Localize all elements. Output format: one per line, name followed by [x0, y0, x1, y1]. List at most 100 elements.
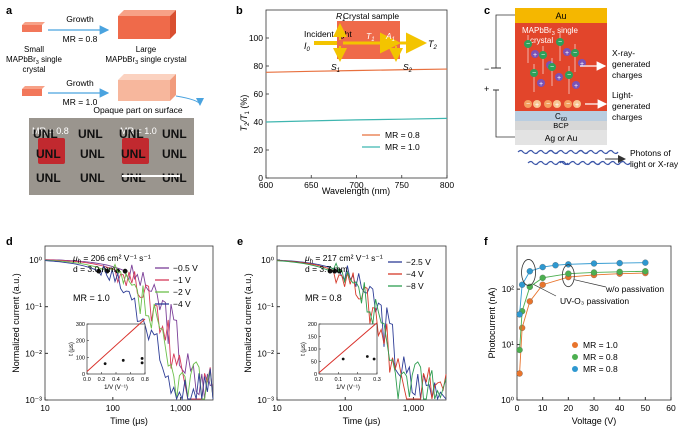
inset-x-tick-label: 0.1	[335, 377, 343, 383]
f-x-tick-label: 20	[564, 403, 574, 413]
inset-x-tick-label: 0.6	[127, 377, 135, 383]
ag-au-layer	[515, 130, 607, 145]
inset-y-tick-label: 200	[308, 322, 317, 328]
photocurrent-chart: 0 10 20 30 40 50 60 10⁰ 10¹ 10² Voltage (V) Photocu…	[487, 245, 676, 426]
hole-sign: +	[565, 50, 569, 57]
b-y-tick-label: 40	[254, 117, 264, 127]
crystal-label-1: MAPbBr3 single	[522, 26, 579, 37]
inset-r1: R1	[336, 11, 345, 23]
transit-point	[122, 268, 128, 274]
hole	[578, 59, 586, 67]
light-electron	[564, 100, 572, 108]
f-y-tick-label: 10²	[502, 284, 514, 294]
f-annot-leader	[574, 279, 607, 288]
panel-label-d: d	[6, 236, 13, 248]
f-data-point	[565, 270, 572, 277]
f-data-point	[516, 311, 523, 318]
light-label-2: generated	[612, 101, 651, 111]
f-legend-marker	[572, 366, 578, 372]
tof-y-tick-label: 10⁻³	[25, 395, 42, 405]
f-legend-label: MR = 0.8	[583, 352, 618, 362]
tof-legend-label: −8 V	[406, 281, 424, 291]
inset-y-tick-label: 200	[76, 339, 85, 345]
inset-xlabel: 1/V (V⁻¹)	[336, 385, 360, 391]
f-legend-label: MR = 1.0	[583, 340, 618, 350]
f-y-tick-label: 10⁰	[501, 395, 514, 405]
f-x-tick-label: 0	[515, 403, 520, 413]
crystal-layer	[515, 23, 607, 111]
tof-chart-d: 10 100 1,000 10⁰ 10⁻¹ 10⁻² 10⁻³ Time (μs) Normal…	[11, 245, 214, 426]
tof-mobility: μh = 206 cm² V⁻¹ s⁻¹	[72, 253, 151, 265]
circuit-top	[495, 14, 515, 68]
tof-y-tick-label: 10⁻²	[257, 348, 274, 358]
small-crystal	[22, 25, 42, 32]
tof-ylabel: Normalized current (a.u.)	[243, 273, 253, 373]
inset-x-tick-label: 0.4	[112, 377, 120, 383]
photon-waves	[517, 149, 631, 166]
unl-text: UNL	[80, 147, 105, 161]
tof-frame	[44, 245, 214, 401]
tof-series-line	[44, 259, 214, 400]
light-electron	[544, 100, 552, 108]
f-legend-marker	[572, 354, 578, 360]
f-x-tick-label: 10	[538, 403, 548, 413]
large-crystal-top-face	[118, 10, 176, 16]
tof-x-tick-label: 100	[338, 403, 352, 413]
unl-text: UNL	[36, 147, 61, 161]
light-electron-sign: −	[566, 101, 570, 108]
c60-label: C60	[555, 112, 567, 123]
panel-label-a: a	[6, 5, 13, 17]
f-annot-uv: UV-O₃ passivation	[560, 296, 629, 306]
inset-t1: T1	[366, 31, 375, 43]
electron	[524, 40, 532, 48]
inset-s1: S1	[331, 62, 340, 74]
inset-y-tick-label: 0	[82, 372, 85, 378]
f-fit-line	[519, 272, 646, 374]
tof-frame	[276, 245, 447, 401]
ag-au-label: Ag or Au	[545, 133, 578, 143]
f-x-tick-label: 30	[589, 403, 599, 413]
electron-sign: −	[532, 70, 536, 77]
crystal-label-2: crystal	[530, 36, 553, 45]
tof-series-line	[44, 259, 214, 400]
tof-x-tick-label: 1,000	[403, 403, 425, 413]
inset-x-tick-label: 0.3	[373, 377, 381, 383]
panel-c: c Au MAPbBr3 single crystal C60 BCP Ag o…	[484, 5, 679, 169]
photo-mr-left: MR = 0.8	[32, 126, 69, 136]
unl-text: UNL	[121, 147, 146, 161]
light-hole	[533, 100, 541, 108]
photons-label-1: Photons of	[630, 148, 671, 158]
xray-label-1: X-ray-	[612, 48, 635, 58]
light-hole-sign: +	[575, 102, 579, 109]
hole-sign: +	[557, 75, 561, 82]
bcp-layer	[515, 121, 607, 130]
f-annot-leader	[533, 284, 557, 297]
f-annot-ellipse	[521, 259, 536, 286]
tof-series-line	[44, 260, 214, 401]
unl-text: UNL	[33, 127, 58, 141]
unl-text: UNL	[162, 171, 187, 185]
f-annot-wo: w/o passivation	[605, 284, 664, 294]
small-crystal-2-top-face	[22, 86, 45, 89]
tof-thickness: d = 3.0 mm	[73, 264, 116, 274]
tof-mr: MR = 0.8	[305, 293, 342, 303]
b-y-tick-label: 60	[254, 89, 264, 99]
mr-label-top: MR = 0.8	[63, 34, 98, 44]
f-data-point	[526, 298, 533, 305]
tof-xlabel: Time (μs)	[110, 416, 148, 426]
f-y-tick-label: 10¹	[502, 340, 514, 350]
b-x-tick-label: 650	[304, 180, 318, 190]
tof-y-tick-label: 10⁻³	[257, 395, 274, 405]
light-label-1: Light-	[612, 90, 633, 100]
light-label-3: charges	[612, 112, 642, 122]
inset-ylabel: t (μs)	[69, 342, 75, 356]
f-data-point	[539, 263, 546, 271]
tof-y-tick-label: 10⁰	[29, 255, 42, 265]
light-hole-sign: +	[555, 102, 559, 109]
hole-sign: +	[580, 61, 584, 68]
hole	[572, 81, 580, 89]
unl-text: UNL	[78, 127, 103, 141]
f-data-point	[616, 268, 623, 276]
tof-x-tick-label: 1,000	[170, 403, 192, 413]
battery-minus: −	[484, 64, 489, 74]
